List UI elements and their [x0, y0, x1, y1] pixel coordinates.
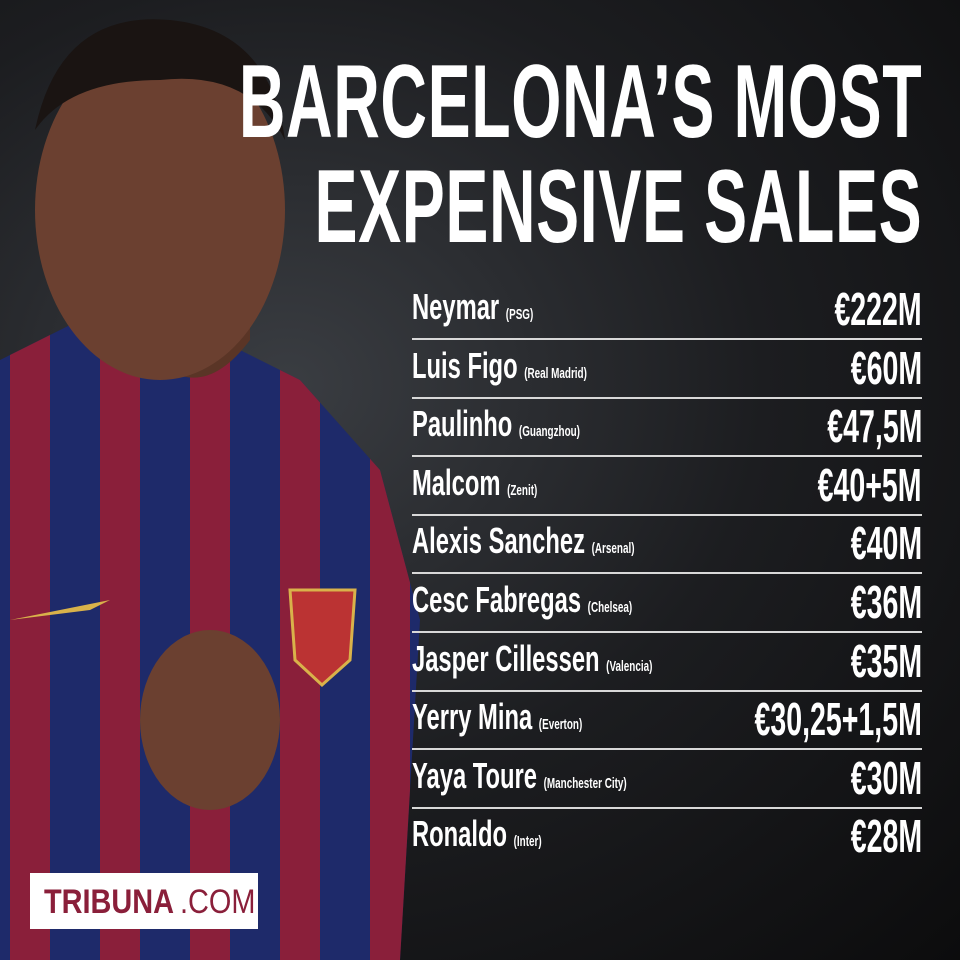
row-separator	[412, 513, 922, 516]
player-name: Yaya Toure	[412, 754, 538, 796]
player-cell: Cesc Fabregas (Chelsea)	[412, 579, 632, 621]
row-separator	[412, 631, 922, 633]
sale-row: Neymar (PSG) €222M	[412, 282, 922, 340]
player-name: Alexis Sanchez	[412, 520, 586, 562]
player-cell: Yerry Mina (Everton)	[412, 696, 582, 738]
title-line: EXPENSIVE SALES	[314, 149, 922, 265]
transfer-fee: €36M	[850, 576, 922, 628]
player-cell: Neymar (PSG)	[412, 286, 533, 328]
buying-club: (Real Madrid)	[524, 364, 587, 382]
transfer-fee: €30M	[850, 751, 922, 804]
buying-club: (Inter)	[513, 833, 542, 851]
sale-row: Alexis Sanchez (Arsenal) €40M	[412, 516, 922, 575]
row-separator	[412, 572, 922, 575]
row-separator	[412, 689, 922, 692]
sale-row: Yerry Mina (Everton) €30,25+1,5M	[412, 692, 922, 751]
player-name: Ronaldo	[412, 813, 508, 855]
buying-club: (Guangzhou)	[518, 423, 580, 441]
row-separator	[412, 396, 922, 399]
player-photo	[0, 19, 420, 960]
sale-row: Cesc Fabregas (Chelsea) €36M	[412, 575, 922, 633]
row-separator	[412, 748, 922, 751]
player-name: Neymar	[412, 286, 500, 327]
title-line: BARCELONA’S MOST	[238, 44, 922, 160]
transfer-fee: €60M	[850, 341, 922, 394]
player-name: Yerry Mina	[412, 696, 533, 738]
buying-club: (Chelsea)	[587, 599, 633, 616]
transfer-fee: €47,5M	[826, 400, 922, 453]
sale-row: Luis Figo (Real Madrid) €60M	[412, 341, 922, 399]
player-cell: Yaya Toure (Manchester City)	[412, 755, 627, 797]
player-cell: Malcom (Zenit)	[412, 462, 537, 504]
transfer-fee: €222M	[834, 283, 922, 335]
buying-club: (Zenit)	[507, 481, 538, 499]
sale-row: Jasper Cillessen (Valencia) €35M	[412, 634, 922, 692]
player-name: Paulinho	[412, 403, 513, 445]
player-cell: Paulinho (Guangzhou)	[412, 403, 580, 445]
player-cell: Luis Figo (Real Madrid)	[412, 345, 587, 387]
sale-row: Paulinho (Guangzhou) €47,5M	[412, 399, 922, 458]
transfer-fee: €35M	[850, 634, 922, 687]
sale-row: Ronaldo (Inter) €28M	[412, 809, 922, 867]
buying-club: (Arsenal)	[591, 540, 635, 558]
transfer-fee: €28M	[850, 810, 922, 863]
player-name: Jasper Cillessen	[412, 637, 600, 679]
player-cell: Alexis Sanchez (Arsenal)	[412, 520, 635, 562]
row-separator	[412, 455, 922, 458]
sale-row: Malcom (Zenit) €40+5M	[412, 458, 922, 516]
row-separator	[412, 806, 922, 809]
buying-club: (PSG)	[505, 306, 534, 323]
player-cell: Ronaldo (Inter)	[412, 813, 542, 855]
player-name: Cesc Fabregas	[412, 579, 582, 620]
transfer-fee: €30,25+1,5M	[754, 693, 922, 746]
buying-club: (Valencia)	[606, 657, 653, 675]
row-separator	[412, 338, 922, 340]
logo: TRIBUNA .COM	[30, 873, 258, 929]
player-cell: Jasper Cillessen (Valencia)	[412, 638, 652, 680]
player-name: Luis Figo	[412, 344, 518, 386]
transfer-fee: €40M	[850, 517, 922, 570]
logo-brand: TRIBUNA	[44, 883, 175, 921]
transfer-fee: €40+5M	[818, 458, 922, 511]
sale-row: Yaya Toure (Manchester City) €30M	[412, 751, 922, 809]
buying-club: (Manchester City)	[543, 774, 627, 792]
player-name: Malcom	[412, 461, 501, 503]
buying-club: (Everton)	[538, 716, 583, 734]
logo-suffix: .COM	[180, 883, 256, 921]
